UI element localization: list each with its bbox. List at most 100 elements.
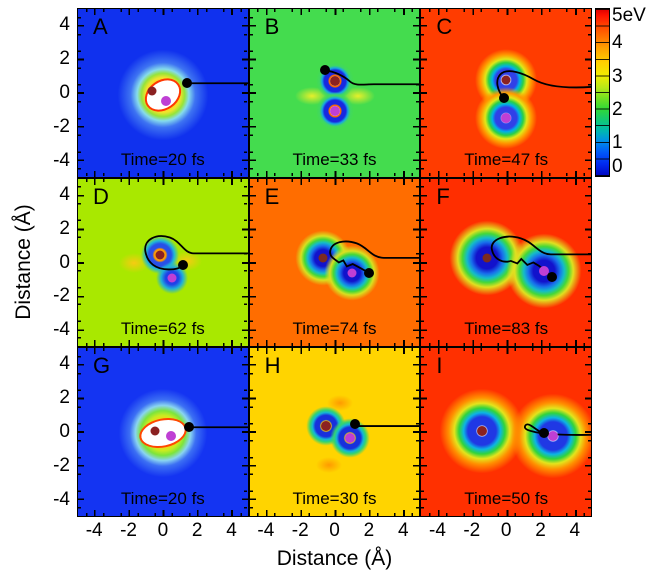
nucleus-dot (318, 253, 328, 263)
projectile-dot (498, 93, 509, 104)
trajectory-path (496, 70, 591, 99)
projectile-dot (363, 267, 374, 278)
trajectory-path (325, 69, 420, 86)
y-tick-label: -2 (53, 285, 70, 307)
nucleus-dot (501, 75, 511, 85)
time-annotation: Time=83 fs (464, 319, 549, 339)
y-tick-label: 0 (59, 81, 70, 103)
time-annotation: Time=20 fs (120, 149, 205, 169)
projectile-dot (320, 65, 331, 76)
panel-A: A Time=20 fs (77, 8, 249, 178)
y-tick-label: 4 (59, 353, 70, 375)
projectile-dot (177, 259, 188, 270)
nucleus-dot (147, 86, 157, 96)
nucleus-dot (161, 96, 172, 107)
nucleus-dot (482, 253, 492, 263)
trajectory-path (328, 240, 420, 274)
colorbar-label: 1 (612, 132, 623, 153)
panel-C: C Time=47 fs (420, 8, 592, 178)
projectile-dot (181, 77, 192, 88)
trajectory (188, 426, 248, 429)
x-tick-label: 4 (569, 520, 581, 541)
nucleus-dot (538, 266, 549, 277)
x-tick-label: 2 (363, 520, 375, 541)
projectile-dot (547, 272, 558, 283)
x-tick-label: 0 (157, 520, 169, 541)
time-annotation: Time=62 fs (120, 319, 205, 339)
y-tick-label: 4 (59, 13, 70, 35)
x-tick-label: -2 (463, 520, 481, 541)
x-tick-label: 4 (397, 520, 409, 541)
panel-label: D (93, 183, 109, 209)
x-tick-label: -4 (85, 520, 103, 541)
trajectory-path (524, 423, 591, 437)
y-tick-label: 2 (59, 47, 70, 69)
nucleus-dot (165, 430, 176, 441)
y-tick-label: 2 (59, 217, 70, 239)
colorbar-label-min: 0 (612, 156, 623, 177)
y-tick-label: -4 (53, 489, 70, 511)
panel-label: G (93, 353, 111, 379)
x-tick-labels-col1: -4 -2 0 2 4 (77, 519, 249, 543)
y-tick-label: 0 (59, 251, 70, 273)
panel-D: D Time=62 fs (77, 177, 249, 348)
panel-B: B Time=33 fs (248, 8, 421, 178)
nucleus-dot (344, 433, 355, 444)
trajectory-path (491, 235, 591, 279)
time-annotation: Time=30 fs (292, 489, 377, 508)
time-annotation: Time=50 fs (464, 489, 549, 508)
x-tick-label: 0 (329, 520, 340, 541)
nucleus-dot (501, 113, 512, 124)
x-tick-label: 0 (500, 520, 512, 541)
colorbar-label: 2 (612, 99, 623, 120)
x-tick-label: 2 (191, 520, 203, 541)
x-tick-label: -2 (291, 520, 309, 541)
y-tick-label: -4 (53, 319, 70, 341)
panel-G: G Time=20 fs (77, 347, 249, 517)
x-tick-label: -2 (120, 520, 137, 541)
nucleus-dot (321, 421, 332, 432)
y-tick-label: 4 (59, 183, 70, 205)
trajectory (325, 69, 420, 86)
y-tick-labels-row1: 4 2 0 -2 -4 (28, 8, 72, 178)
x-tick-label: -4 (257, 520, 275, 541)
y-tick-labels-row3: 4 2 0 -2 -4 (28, 347, 72, 517)
time-annotation: Time=20 fs (120, 489, 205, 508)
time-annotation: Time=74 fs (292, 319, 377, 339)
projectile-dot (183, 422, 194, 433)
y-tick-label: -4 (53, 149, 70, 171)
trajectory (491, 235, 591, 279)
panel-grid: A Time=20 fs B Time=33 fs C Time=47 fs D… (77, 8, 592, 517)
nucleus-dot (150, 426, 160, 436)
nucleus-dot (548, 430, 559, 441)
panel-label: B (264, 14, 280, 39)
nucleus-dot (167, 273, 177, 283)
y-tick-label: 0 (59, 421, 70, 443)
colorbar-label: 4 (612, 32, 623, 53)
colorbar-label-max: 5eV (612, 5, 646, 26)
colorbar-label: 3 (612, 66, 623, 87)
projectile-dot (538, 428, 549, 439)
panel-E: E Time=74 fs (248, 177, 421, 348)
y-tick-labels-row2: 4 2 0 -2 -4 (28, 178, 72, 348)
panel-label: F (436, 183, 450, 209)
trajectory-path (144, 234, 248, 270)
colorbar-gradient (595, 8, 610, 177)
energy-blob (109, 40, 217, 149)
x-tick-label: 4 (226, 520, 237, 541)
time-annotation: Time=33 fs (292, 149, 377, 169)
x-tick-labels-col2: -4 -2 0 2 4 (249, 519, 421, 543)
projectile-dot (349, 418, 360, 429)
trajectory (496, 70, 591, 99)
nucleus-dot (329, 106, 340, 117)
panel-label: C (436, 14, 453, 39)
panel-H: H Time=30 fs (248, 347, 421, 517)
panel-label: A (93, 14, 108, 39)
x-tick-labels-col3: -4 -2 0 2 4 (420, 519, 592, 543)
panel-label: E (264, 183, 280, 209)
nucleus-dot (155, 250, 165, 260)
nucleus-dot (476, 425, 487, 436)
trajectory (187, 82, 248, 85)
time-annotation: Time=47 fs (464, 149, 549, 169)
trajectory (144, 234, 248, 270)
